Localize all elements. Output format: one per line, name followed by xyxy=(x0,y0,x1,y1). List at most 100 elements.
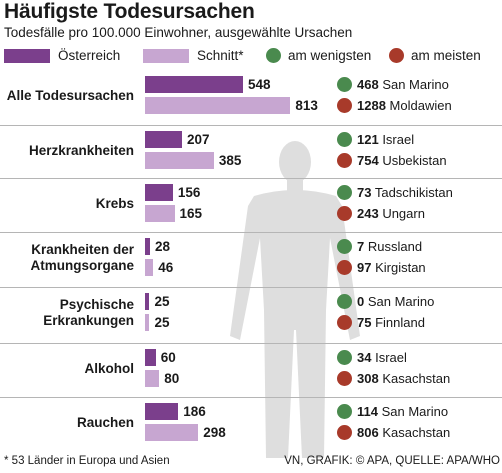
most-dot xyxy=(337,153,352,168)
most-country: Usbekistan xyxy=(378,153,447,168)
bar-austria xyxy=(145,349,156,366)
most-value: 97 xyxy=(357,260,372,275)
value-label-average: 385 xyxy=(218,153,242,168)
least-dot xyxy=(337,350,352,365)
most-country: Kirgistan xyxy=(371,260,426,275)
value-label-average: 46 xyxy=(158,260,174,275)
least-country: San Marino xyxy=(377,404,449,419)
row-divider xyxy=(0,232,502,233)
most-dot xyxy=(337,371,352,386)
least-dot xyxy=(337,294,352,309)
least-country: Israel xyxy=(378,132,415,147)
most-value: 308 xyxy=(357,371,379,386)
cause-label: Herzkrankheiten xyxy=(29,143,134,159)
legend-item-most: am meisten xyxy=(389,48,481,63)
least-country-label: 7 Russland xyxy=(357,238,422,255)
source-credit: VN, GRAFIK: © APA, QUELLE: APA/WHO xyxy=(284,455,500,467)
least-dot xyxy=(337,404,352,419)
cause-label-line: Rauchen xyxy=(76,415,134,430)
row-divider xyxy=(0,178,502,179)
least-country: San Marino xyxy=(378,77,449,92)
most-dot xyxy=(337,425,352,440)
most-country: Finnland xyxy=(371,315,425,330)
most-dot xyxy=(337,206,352,221)
legend-label-least: am wenigsten xyxy=(288,48,372,63)
cause-label-line: Herzkrankheiten xyxy=(28,143,134,158)
legend-dot-most xyxy=(389,48,404,63)
least-value: 121 xyxy=(357,132,379,147)
bar-average xyxy=(145,259,154,276)
bar-average xyxy=(145,205,175,222)
most-value: 806 xyxy=(357,425,379,440)
legend: Österreich Schnitt* am wenigsten am meis… xyxy=(4,48,500,70)
most-dot xyxy=(337,260,352,275)
cause-label: Alle Todesursachen xyxy=(7,88,134,104)
most-dot xyxy=(337,315,352,330)
least-dot xyxy=(337,185,352,200)
least-country-label: 34 Israel xyxy=(357,349,407,366)
value-label-average: 813 xyxy=(295,98,318,113)
cause-label-line: Krankheiten der xyxy=(31,242,134,257)
least-country-label: 0 San Marino xyxy=(357,293,434,310)
cause-label: Krankheiten der Atmungsorgane xyxy=(30,242,134,274)
most-country-label: 754 Usbekistan xyxy=(357,152,447,169)
most-dot xyxy=(337,98,352,113)
least-value: 0 xyxy=(357,294,365,309)
least-country: San Marino xyxy=(364,294,435,309)
cause-label-line: Erkrankungen xyxy=(43,313,134,328)
legend-label-austria: Österreich xyxy=(58,48,121,63)
cause-label: Psychische Erkrankungen xyxy=(43,297,134,329)
bar-average xyxy=(145,314,150,331)
value-label-austria: 60 xyxy=(160,350,176,365)
row-divider xyxy=(0,397,502,398)
least-value: 73 xyxy=(357,185,372,200)
legend-swatch-austria xyxy=(4,48,50,63)
least-value: 34 xyxy=(357,350,372,365)
cause-label-line: Psychische xyxy=(59,297,134,312)
legend-item-austria: Österreich xyxy=(4,48,120,63)
bar-average xyxy=(145,152,214,169)
most-country-label: 97 Kirgistan xyxy=(357,259,426,276)
value-label-austria: 207 xyxy=(187,132,210,147)
row-divider xyxy=(0,287,502,288)
cause-label-line: Krebs xyxy=(95,196,134,211)
most-country: Moldawien xyxy=(385,98,452,113)
human-silhouette-icon xyxy=(230,141,360,458)
least-country-label: 121 Israel xyxy=(357,131,414,148)
row-divider xyxy=(0,125,502,126)
legend-item-least: am wenigsten xyxy=(266,48,371,63)
bar-average xyxy=(145,424,199,441)
most-country-label: 1288 Moldawien xyxy=(357,97,452,114)
most-country: Kasachstan xyxy=(378,425,451,440)
value-label-austria: 156 xyxy=(177,185,201,200)
chart-subtitle: Todesfälle pro 100.000 Einwohner, ausgew… xyxy=(4,25,353,40)
most-country-label: 806 Kasachstan xyxy=(357,424,450,441)
bar-average xyxy=(145,97,291,114)
chart-title: Häufigste Todesursachen xyxy=(4,0,255,23)
least-value: 468 xyxy=(357,77,379,92)
footnote: * 53 Länder in Europa und Asien xyxy=(4,455,170,467)
cause-label-line: Atmungsorgane xyxy=(30,258,134,273)
cause-label-line: Alle Todesursachen xyxy=(6,88,134,103)
most-country: Ungarn xyxy=(378,206,425,221)
most-country: Kasachstan xyxy=(378,371,451,386)
bar-austria xyxy=(145,76,243,93)
bar-austria xyxy=(145,184,173,201)
most-country-label: 75 Finnland xyxy=(357,314,425,331)
bar-austria xyxy=(145,238,150,255)
cause-label-line: Alkohol xyxy=(84,361,135,376)
most-value: 75 xyxy=(357,315,372,330)
least-country: Tadschikistan xyxy=(371,185,453,200)
least-country-label: 114 San Marino xyxy=(357,403,448,420)
most-value: 754 xyxy=(357,153,379,168)
bar-austria xyxy=(145,403,179,420)
value-label-average: 25 xyxy=(154,315,170,330)
legend-dot-least xyxy=(266,48,281,63)
most-country-label: 243 Ungarn xyxy=(357,205,425,222)
least-dot xyxy=(337,132,352,147)
bar-austria xyxy=(145,293,150,310)
value-label-average: 165 xyxy=(179,206,203,221)
legend-label-most: am meisten xyxy=(411,48,481,63)
most-value: 1288 xyxy=(357,98,386,113)
bar-austria xyxy=(145,131,183,148)
